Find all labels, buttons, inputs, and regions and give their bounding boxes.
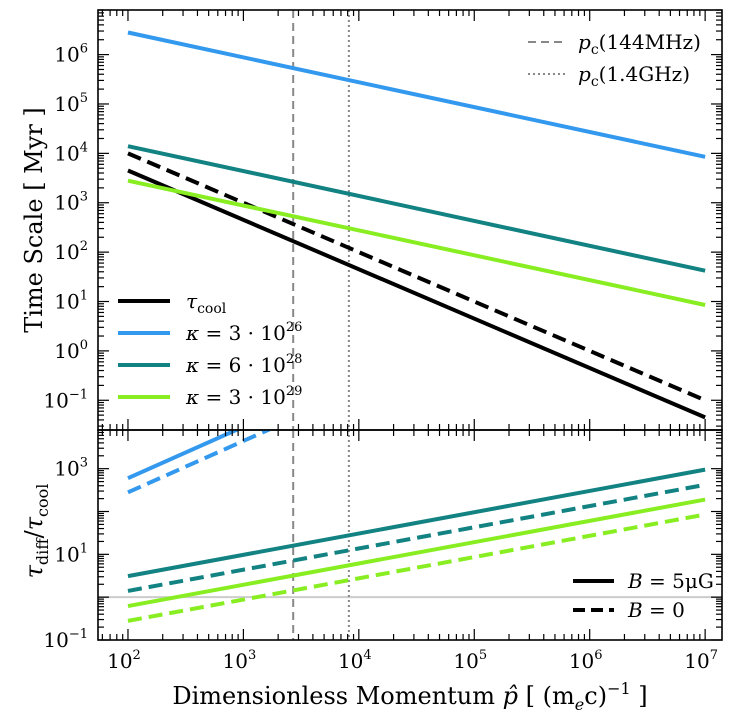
- bottom-axes-frame: [97, 429, 723, 641]
- y-tick-label: 10−1: [43, 387, 88, 412]
- legend-label-kappa-6e28: κ = 6 · 1028: [185, 352, 302, 377]
- x-tick-label: 107: [684, 648, 718, 673]
- x-axis-label: Dimensionless Momentum p̂ [ (mec)−1 ]: [172, 679, 647, 714]
- y-tick-label: 101: [54, 541, 88, 566]
- bottom-y-axis-label: τdiff/τcool: [20, 484, 52, 579]
- series-line-kappa-3e26: [127, 30, 706, 159]
- legend-label-tau-cool: τcool: [186, 289, 227, 317]
- y-tick-label: 10−1: [43, 627, 88, 652]
- y-tick-label: 106: [54, 42, 88, 67]
- x-tick-label: 103: [223, 648, 257, 673]
- top-y-axis-label: Time Scale [ Myr ]: [20, 107, 48, 333]
- legend-label-kappa-3e29: κ = 3 · 1029: [185, 384, 302, 409]
- y-tick-label: 100: [54, 338, 88, 363]
- y-tick-label: 102: [54, 239, 88, 264]
- y-tick-label: 103: [54, 456, 88, 481]
- series-line-ratio-kappa-3e26-b5: [127, 430, 242, 481]
- series-line-kappa-3e29: [127, 178, 706, 307]
- legend-label-b-5ug: B = 5μG: [627, 569, 714, 593]
- y-tick-label: 103: [54, 190, 88, 215]
- series-line-tau-cool: [127, 168, 706, 420]
- x-tick-label: 106: [569, 648, 603, 673]
- series-line-ratio-kappa-3e29-b5: [127, 497, 706, 609]
- y-tick-label: 105: [54, 91, 88, 116]
- series-line-ratio-kappa-6e28-b5: [127, 467, 706, 579]
- series-group: [127, 430, 706, 623]
- legend-label-b-0: B = 0: [627, 598, 685, 622]
- x-tick-label: 105: [453, 648, 487, 673]
- x-tick-label: 102: [107, 648, 141, 673]
- axis-labels: Time Scale [ Myr ] τdiff/τcool Dimensionle…: [20, 107, 648, 714]
- series-line-ratio-kappa-6e28-b0: [127, 482, 706, 593]
- series-line-ratio-kappa-3e29-b0: [127, 512, 706, 623]
- legend-label-kappa-3e26: κ = 3 · 1026: [185, 320, 302, 345]
- series-line-kappa-6e28: [127, 144, 706, 273]
- x-tick-label: 104: [338, 648, 372, 673]
- series-group: [127, 30, 706, 420]
- y-tick-label: 104: [54, 140, 88, 165]
- bottom-panel: 103 101 10−1 102 103 104 105 106 107 B = 5μG B = 0: [43, 429, 723, 673]
- series-line-ratio-kappa-3e26-b0: [127, 430, 273, 495]
- y-tick-label: 101: [54, 289, 88, 314]
- legend-label-pc-144mhz: pc(144MHz): [578, 30, 701, 58]
- top-panel: 106 105 104 103 102 101 100 10−1 pc(144MHz) pc(1.…: [43, 9, 723, 431]
- legend-label-pc-1-4ghz: pc(1.4GHz): [578, 62, 690, 90]
